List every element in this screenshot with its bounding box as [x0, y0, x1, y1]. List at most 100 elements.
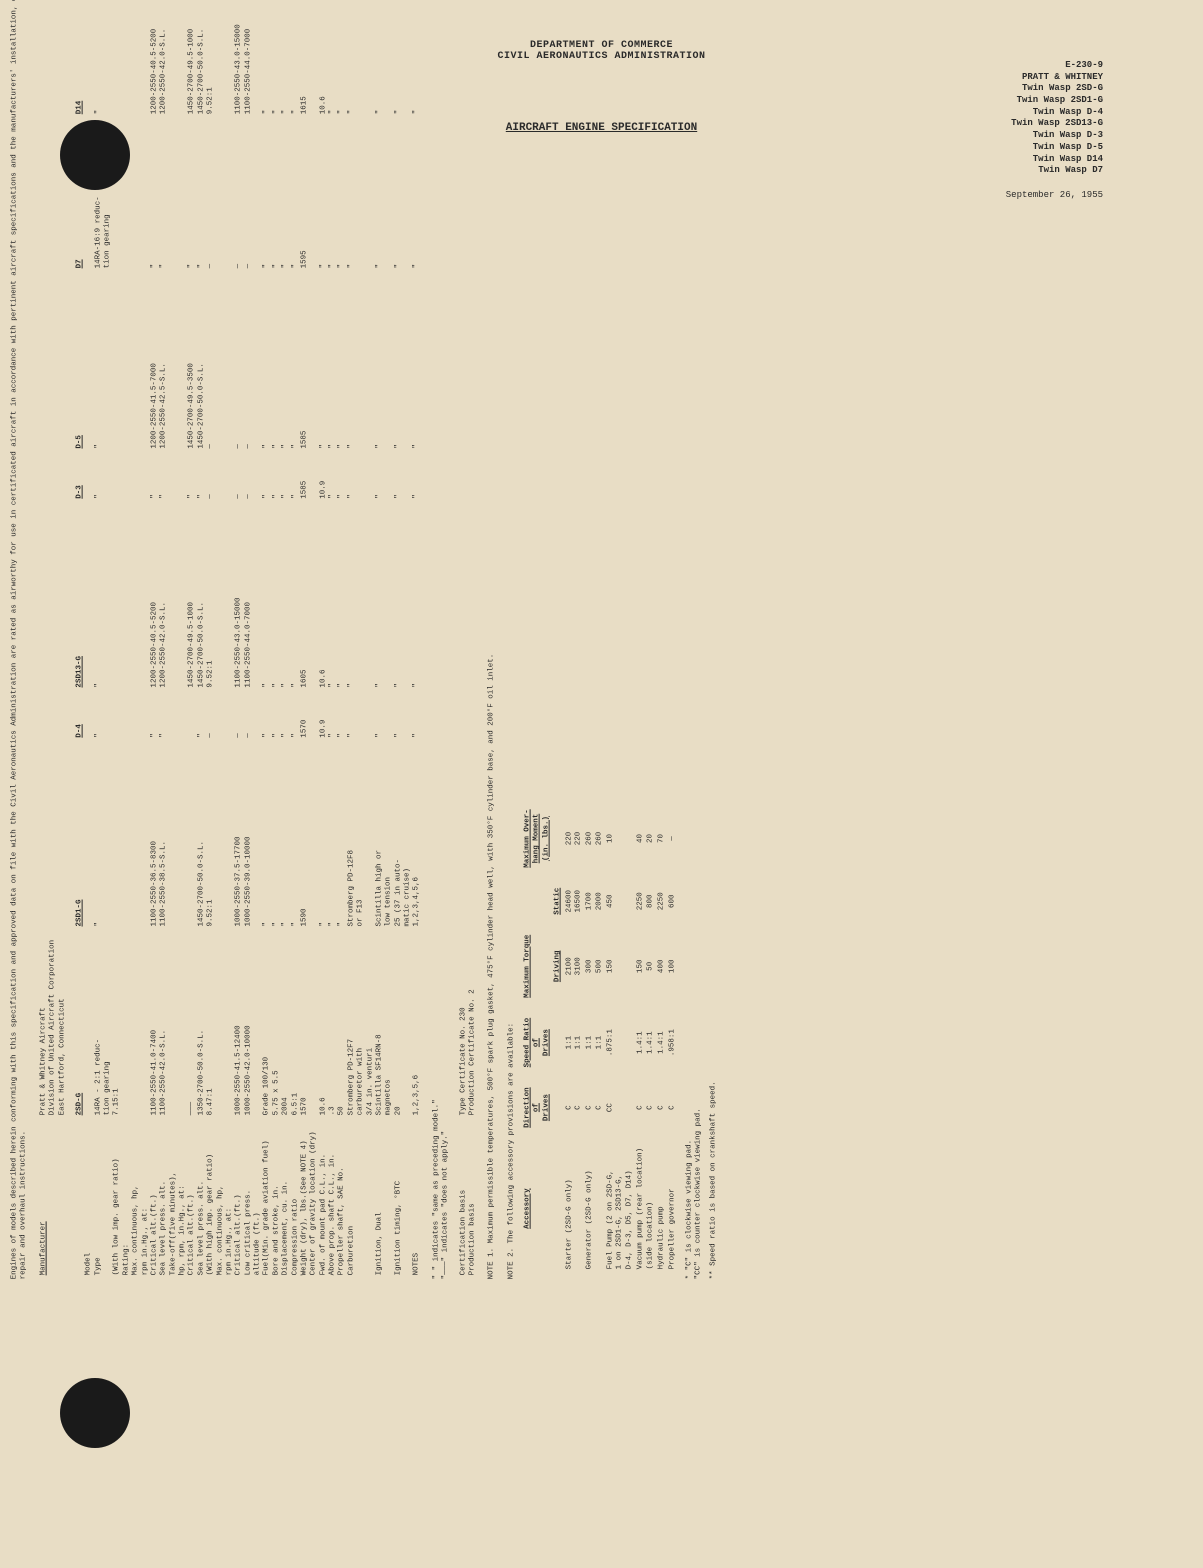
cell-value: " — [413, 272, 422, 452]
cell-value: 9.52:1 — [207, 742, 216, 931]
cell-value: " — [338, 692, 347, 742]
cell-value: 1100-2550-36.5-8300 — [151, 742, 160, 931]
cell-value: 1570 — [301, 931, 310, 1120]
cell-value: " — [151, 453, 160, 503]
cell-value: — — [235, 453, 244, 503]
row-label: Low critical press. altitude (ft.) — [244, 1119, 263, 1279]
cert-block: Certification basis Type Certificate No.… — [459, 0, 478, 1279]
column-header: 2SD1-G — [76, 742, 85, 931]
cell-value — [113, 503, 122, 692]
cell-value — [122, 272, 131, 452]
row-label: (With high imp. gear ratio) — [207, 1119, 216, 1279]
cell-value: 1100-2550-43.0-15000 — [235, 503, 244, 692]
cell-value — [216, 272, 235, 452]
row-label: Bore and stroke, in. — [272, 1119, 281, 1279]
cell-value — [169, 272, 188, 452]
cell-value: " — [338, 453, 347, 503]
cell-value: 1450-2700-50.0-S.L. — [197, 0, 206, 118]
cell-value: 2004 — [282, 931, 291, 1120]
cell-value: " — [282, 272, 291, 452]
cell-value: .3 — [329, 931, 338, 1120]
acc-header: Accessory — [523, 1138, 553, 1280]
cell-value: " — [319, 118, 328, 272]
row-label: Displacement, cu. in. — [282, 1119, 291, 1279]
acc-subheader — [553, 1138, 564, 1280]
cell-value: " — [94, 692, 113, 742]
cell-value: " — [291, 503, 300, 692]
acc-cell: 1700 2000 — [585, 878, 606, 925]
cell-value: " — [338, 503, 347, 692]
acc-cell: 150 — [606, 925, 636, 1008]
cell-value: " — [272, 453, 281, 503]
cell-value: 1450-2700-49.5-1000 — [188, 503, 197, 692]
m1: Twin Wasp 2SD1-G — [1011, 95, 1103, 107]
cell-value: " — [94, 742, 113, 931]
acc-cell: 24600 16500 — [564, 878, 585, 925]
mfr: PRATT & WHITNEY — [1011, 72, 1103, 84]
column-header: 2SD-G — [76, 931, 85, 1120]
cell-value: " — [338, 118, 347, 272]
column-header: D7 — [76, 118, 85, 272]
cell-value — [169, 931, 188, 1120]
cell-value: " — [338, 0, 347, 118]
cell-value — [113, 118, 122, 272]
cell-value: " — [282, 503, 291, 692]
cert-v1: Type Certificate No. 230 — [459, 0, 468, 1119]
cell-value — [188, 742, 197, 931]
cell-value: " — [272, 0, 281, 118]
cell-value: " — [188, 118, 197, 272]
row-label: Propeller shaft, SAE No. — [338, 1119, 347, 1279]
acc-subheader: Driving — [553, 925, 564, 1008]
cell-value: " — [347, 272, 375, 452]
cell-value — [310, 692, 319, 742]
cell-value: " — [394, 692, 413, 742]
cell-value: " — [347, 692, 375, 742]
column-header: 2SD13-G — [76, 503, 85, 692]
legend: " " indicates "same as preceding model."… — [432, 0, 451, 1279]
acc-cell: 1.4:1 1.4:1 — [636, 1008, 657, 1078]
cell-value — [310, 118, 319, 272]
cell-value: " — [263, 0, 272, 118]
cell-value — [132, 453, 151, 503]
cell-value: " — [151, 692, 160, 742]
cell-value: 1100-2550-44.0-7000 — [244, 503, 263, 692]
acc-cell: 2250 800 — [636, 878, 657, 925]
row-label: Take-off(five minutes), hp, rpm, in.Hg.,… — [169, 1119, 188, 1279]
cell-value: — — [244, 118, 263, 272]
cell-value: " — [376, 118, 395, 272]
cell-value — [85, 742, 94, 931]
acc-cell: 2250 — [657, 878, 668, 925]
cell-value: 1100-2550-44.0-7000 — [244, 0, 263, 118]
cell-value: Scintilla high or low tension — [376, 742, 395, 931]
m5: Twin Wasp D-5 — [1011, 142, 1103, 154]
row-label: Rating: — [122, 1119, 131, 1279]
cell-value: " — [394, 272, 413, 452]
cell-value: 1450-2700-50.0-S.L. — [197, 272, 206, 452]
cell-value: 1585 — [301, 453, 310, 503]
cell-value: " — [394, 503, 413, 692]
cell-value: 50 — [338, 931, 347, 1120]
m4: Twin Wasp D-3 — [1011, 130, 1103, 142]
cell-value — [216, 0, 235, 118]
cell-value: 1570 — [301, 692, 310, 742]
cell-value: " — [338, 272, 347, 452]
cell-value — [310, 742, 319, 931]
row-label: Compression ratio — [291, 1119, 300, 1279]
row-label: Type — [94, 1119, 113, 1279]
cell-value: " — [338, 742, 347, 931]
cell-value: 1595 — [301, 118, 310, 272]
cell-value — [132, 118, 151, 272]
acc-cell: 70 — [657, 799, 668, 878]
cell-value: " — [272, 272, 281, 452]
acc-subheader — [553, 1008, 564, 1078]
cell-value: " — [319, 742, 328, 931]
cell-value: " — [282, 118, 291, 272]
cell-value: 8.47:1 — [207, 931, 216, 1120]
cell-value: 1585 — [301, 272, 310, 452]
cell-value: " — [160, 692, 169, 742]
cell-value: " — [329, 742, 338, 931]
acc-cell: 10 — [606, 799, 636, 878]
cell-value: " — [282, 0, 291, 118]
cell-value: 1100-2550-42.0-S.L. — [160, 931, 169, 1120]
cell-value: " — [197, 118, 206, 272]
